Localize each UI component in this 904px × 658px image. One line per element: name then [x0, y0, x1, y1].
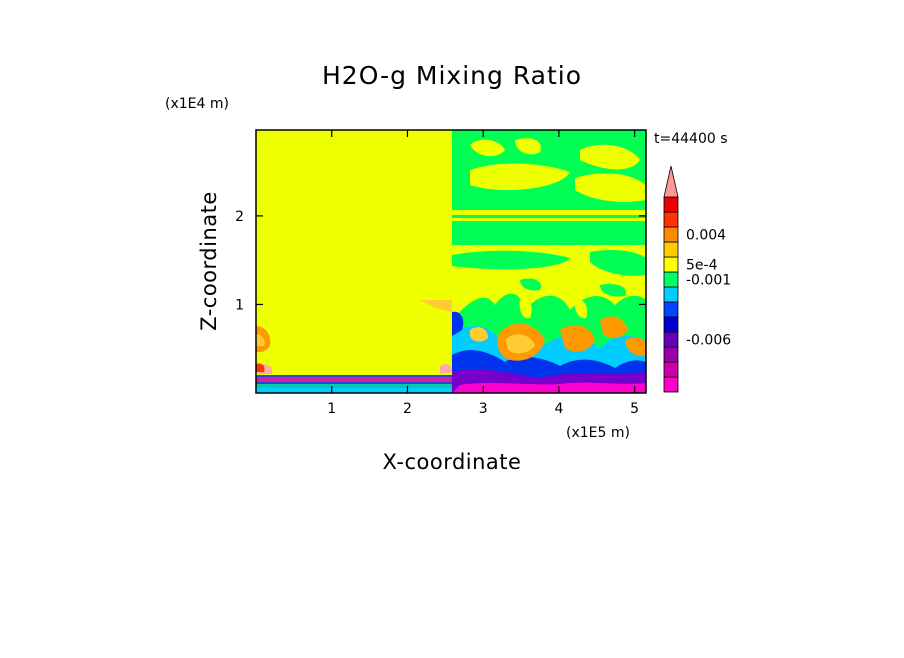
- mid-light-orange-patch: [420, 300, 452, 312]
- green-patch: [590, 250, 646, 276]
- x-tick-label: 3: [479, 401, 488, 417]
- colorbar-segment: [663, 361, 679, 378]
- green-band: [452, 228, 646, 240]
- green-patch: [520, 278, 541, 291]
- heatmap-field: [256, 130, 646, 393]
- yellow-stripe: [452, 210, 646, 215]
- colorbar-label: -0.006: [686, 333, 731, 349]
- colorbar-label: -0.001: [686, 273, 731, 289]
- colorbar-segment: [663, 331, 679, 348]
- colorbar-segment: [663, 316, 679, 333]
- light-orange-plume: [505, 334, 535, 354]
- magenta-surface-band: [256, 377, 452, 382]
- colorbar-segment: [663, 301, 679, 318]
- yellow-intrusion: [519, 298, 532, 319]
- green-patch: [452, 250, 570, 270]
- x-tick-label: 5: [630, 401, 639, 417]
- colorbar-segment: [663, 226, 679, 243]
- colorbar-segment: [663, 211, 679, 228]
- yellow-blob: [580, 144, 640, 170]
- y-axis-unit: (x1E4 m): [165, 96, 229, 112]
- magenta-base: [452, 382, 646, 393]
- chart-title: H2O-g Mixing Ratio: [322, 61, 582, 90]
- x-tick-label: 1: [327, 401, 336, 417]
- orange-plume: [560, 325, 595, 352]
- colorbar-segment: [663, 346, 679, 363]
- colorbar-segment: [663, 376, 679, 393]
- colorbar-label: 5e-4: [686, 258, 718, 274]
- left-light-orange-patch: [256, 334, 265, 346]
- yellow-blob: [515, 138, 541, 155]
- left-red-patch: [256, 363, 265, 372]
- time-label: t=44400 s: [654, 131, 728, 147]
- x-tick-label: 2: [403, 401, 412, 417]
- convective-region: [452, 293, 646, 393]
- light-orange-plume: [470, 327, 488, 342]
- x-axis-label: X-coordinate: [383, 450, 522, 474]
- colorbar-segment: [663, 196, 679, 213]
- colorbar-segment: [663, 286, 679, 303]
- x-axis-unit: (x1E5 m): [566, 425, 630, 441]
- colorbar: 0.004 5e-4-0.001 -0.006: [663, 165, 731, 393]
- colorbar-segment: [663, 241, 679, 258]
- cyan-surface-band: [256, 388, 452, 393]
- green-surface-band: [256, 384, 452, 388]
- green-patch: [600, 284, 626, 297]
- y-axis-label: Z-coordinate: [197, 191, 221, 331]
- orange-plume: [625, 337, 646, 356]
- colorbar-segment: [663, 271, 679, 288]
- surface-layer: [256, 300, 452, 393]
- yellow-stripe: [452, 218, 646, 221]
- colorbar-label: 0.004: [686, 228, 726, 244]
- yellow-blob: [470, 139, 505, 157]
- y-tick-label: 2: [235, 209, 244, 225]
- yellow-intrusion: [574, 300, 588, 319]
- right-region-layers: [452, 130, 646, 297]
- yellow-blob: [575, 173, 646, 202]
- plot-frame: [255, 129, 647, 394]
- mid-pink-patch: [440, 364, 452, 374]
- yellow-blob: [470, 163, 570, 191]
- x-tick-label: 4: [554, 401, 563, 417]
- colorbar-segment: [663, 256, 679, 273]
- orange-plume: [600, 316, 628, 339]
- colorbar-extension: [663, 165, 679, 198]
- axis-ticks: 1 2 3 4 5 1 2: [235, 130, 646, 417]
- y-tick-label: 1: [235, 297, 244, 313]
- blue-tongue: [452, 311, 464, 336]
